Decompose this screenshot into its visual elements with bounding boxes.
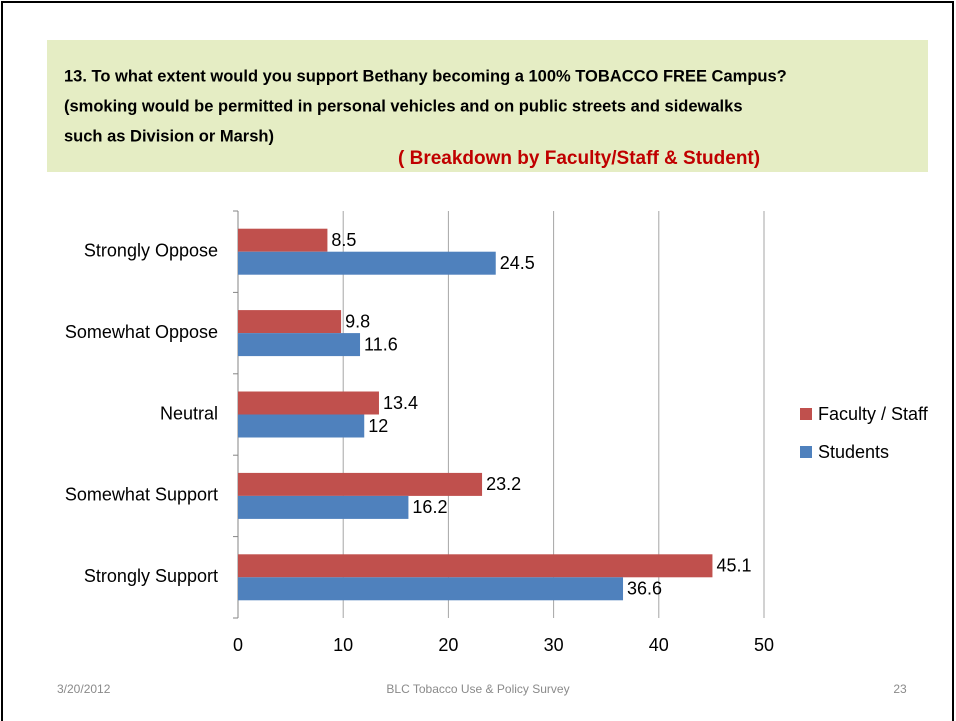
x-tick-label: 30 [544,635,564,655]
data-label: 23.2 [486,474,521,494]
data-label: 11.6 [364,334,398,354]
title-line: 13. To what extent would you support Bet… [64,67,787,85]
x-tick-label: 20 [438,635,458,655]
x-tick-label: 40 [649,635,669,655]
data-label: 24.5 [500,253,535,273]
title-line: (smoking would be permitted in personal … [64,97,743,115]
bar [238,414,365,438]
bar [238,554,713,578]
y-tick-label: Strongly Support [84,566,218,586]
legend-swatch [800,408,812,420]
y-tick-label: Somewhat Oppose [65,322,218,342]
data-label: 16.2 [412,497,447,517]
legend-label: Faculty / Staff [818,404,929,424]
bar [238,251,496,275]
y-tick-label: Strongly Oppose [84,240,218,260]
y-tick-label: Neutral [160,403,218,423]
data-label: 12 [368,416,388,436]
data-label: 36.6 [627,579,662,599]
title-box [47,40,928,172]
bar [238,310,342,334]
bar [238,333,361,357]
footer-date: 3/20/2012 [57,682,111,696]
bar [238,495,409,519]
bar [238,391,379,415]
bar [238,577,624,601]
legend-label: Students [818,442,889,462]
x-tick-label: 0 [233,635,243,655]
x-tick-label: 10 [333,635,353,655]
bar [238,228,328,252]
x-tick-label: 50 [754,635,774,655]
data-label: 8.5 [331,230,356,250]
data-label: 13.4 [383,393,418,413]
subtitle: ( Breakdown by Faculty/Staff & Student) [398,148,760,169]
data-label: 45.1 [716,556,751,576]
title-line: such as Division or Marsh) [64,127,274,145]
y-tick-label: Somewhat Support [65,485,218,505]
footer-center: BLC Tobacco Use & Policy Survey [386,682,569,696]
bar [238,472,483,496]
data-label: 9.8 [345,311,370,331]
footer-page: 23 [893,682,907,696]
legend-swatch [800,446,812,458]
